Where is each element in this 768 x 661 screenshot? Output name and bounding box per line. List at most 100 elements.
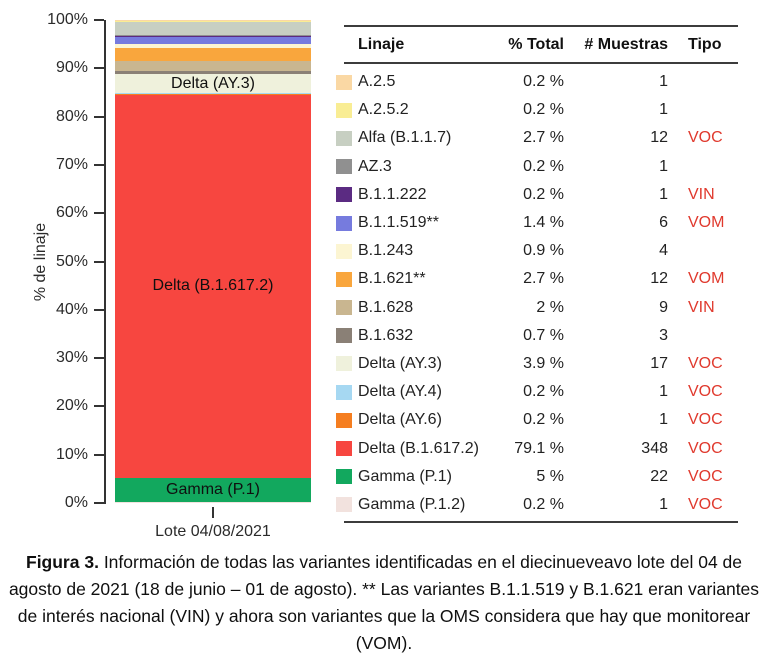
cell-linaje: Delta (AY.3) [358, 354, 442, 372]
cell-pct-total: 0.2 % [523, 101, 564, 119]
bar-segment-b-1-1-519 [115, 36, 311, 44]
bar-segment-b-1-1-222 [115, 35, 311, 37]
bar-segment-delta-ay-4 [115, 92, 311, 94]
x-axis-label: Lote 04/08/2021 [155, 523, 271, 540]
cell-muestras: 1 [659, 411, 668, 429]
bar-segment-b-1-243 [115, 43, 311, 48]
table-row: AZ.3 0.2 % 1 [336, 153, 740, 181]
lineage-color-swatch [336, 243, 352, 259]
y-tick-mark [94, 19, 104, 21]
col-header-linaje: Linaje [358, 35, 405, 53]
cell-muestras: 12 [650, 270, 668, 288]
cell-pct-total: 2.7 % [523, 129, 564, 147]
cell-muestras: 12 [650, 129, 668, 147]
swatch-cell [336, 243, 358, 259]
swatch-cell [336, 215, 358, 231]
table-row: B.1.621** 2.7 % 12 VOM [336, 265, 740, 293]
bar-segment-label: Delta (B.1.617.2) [152, 277, 274, 295]
lineage-color-swatch [336, 271, 352, 287]
swatch-cell [336, 384, 358, 400]
y-tick-mark [94, 308, 104, 311]
cell-pct-total: 0.2 % [523, 73, 564, 91]
cell-muestras: 3 [659, 326, 668, 344]
cell-tipo: VOC [688, 495, 723, 513]
table-row: Gamma (P.1) 5 % 22 VOC [336, 463, 740, 491]
cell-tipo: VOM [688, 214, 725, 232]
col-header-pct-total: % Total [508, 35, 564, 53]
y-tick-label: 60% [55, 204, 88, 222]
cell-linaje: Gamma (P.1.2) [358, 495, 466, 513]
cell-tipo: VOM [688, 270, 725, 288]
cell-tipo: VIN [688, 185, 715, 203]
cell-muestras: 348 [641, 439, 668, 457]
lineage-color-swatch [336, 469, 352, 485]
lineage-color-swatch [336, 441, 352, 457]
cell-linaje: AZ.3 [358, 157, 392, 175]
variant-stacked-bar-chart: % de linaje 100% 90% 80% 70% 60% 50% 40% 30% 20%… [0, 0, 336, 550]
table-body: A.2.5 0.2 % 1 A.2.5.2 0.2 % 1 Alfa (B.1.1.7) 2.… [336, 68, 740, 519]
swatch-cell [336, 328, 358, 344]
cell-muestras: 1 [659, 157, 668, 175]
cell-linaje: B.1.1.519** [358, 214, 439, 232]
table-row: Gamma (P.1.2) 0.2 % 1 VOC [336, 491, 740, 519]
cell-pct-total: 0.7 % [523, 326, 564, 344]
swatch-cell [336, 187, 358, 203]
y-tick-mark [94, 453, 104, 456]
lineage-color-swatch [336, 74, 352, 90]
cell-pct-total: 0.2 % [523, 411, 564, 429]
table-row: Delta (AY.6) 0.2 % 1 VOC [336, 406, 740, 434]
bar-segment-label: Gamma (P.1) [166, 480, 260, 498]
cell-linaje: B.1.243 [358, 242, 414, 260]
col-header-muestras: # Muestras [584, 35, 668, 53]
bar-segment-az-3 [115, 34, 311, 36]
caption-text: Información de todas las variantes ident… [8, 552, 760, 654]
cell-pct-total: 1.4 % [523, 214, 564, 232]
cell-linaje: Delta (AY.4) [358, 383, 442, 401]
cell-linaje: A.2.5.2 [358, 101, 409, 119]
cell-muestras: 22 [650, 467, 668, 485]
cell-muestras: 4 [659, 242, 668, 260]
cell-tipo: VOC [688, 129, 723, 147]
cell-tipo: VOC [688, 467, 723, 485]
cell-muestras: 17 [650, 354, 668, 372]
lineage-color-swatch [336, 300, 352, 316]
cell-muestras: 1 [659, 495, 668, 513]
table-top-rule [344, 25, 738, 27]
lineage-table: Linaje % Total # Muestras Tipo A.2.5 0.2 … [336, 12, 740, 528]
table-header-rule [344, 62, 738, 64]
cell-tipo: VOC [688, 411, 723, 429]
bar-segment-b-1-621 [115, 47, 311, 62]
cell-linaje: Delta (B.1.617.2) [358, 439, 479, 457]
swatch-cell [336, 469, 358, 485]
cell-pct-total: 0.2 % [523, 383, 564, 401]
cell-linaje: A.2.5 [358, 73, 396, 91]
table-row: B.1.632 0.7 % 3 [336, 322, 740, 350]
table-row: B.1.628 2 % 9 VIN [336, 294, 740, 322]
col-header-tipo: Tipo [688, 35, 722, 53]
y-tick-label: 30% [55, 349, 88, 367]
cell-pct-total: 3.9 % [523, 354, 564, 372]
x-axis-tick [212, 507, 214, 518]
bar-segment-label: Delta (AY.3) [171, 74, 255, 92]
lineage-color-swatch [336, 356, 352, 372]
cell-pct-total: 0.2 % [523, 157, 564, 175]
bar-segment-b-1-632 [115, 70, 311, 75]
swatch-cell [336, 497, 358, 513]
lineage-color-swatch [336, 215, 352, 231]
cell-muestras: 1 [659, 101, 668, 119]
table-row: B.1.1.222 0.2 % 1 VIN [336, 181, 740, 209]
cell-tipo: VOC [688, 439, 723, 457]
y-tick-label: 40% [55, 300, 88, 318]
y-tick-mark [94, 405, 104, 408]
lineage-color-swatch [336, 384, 352, 400]
stacked-bar: Delta (AY.3) Delta (B.1.617.2) Gamma (P.1) [115, 20, 311, 503]
swatch-cell [336, 74, 358, 90]
table-row: B.1.243 0.9 % 4 [336, 237, 740, 265]
bar-segment-delta-ay-3: Delta (AY.3) [115, 74, 311, 93]
y-tick-label: 90% [55, 59, 88, 77]
y-tick-label: 100% [47, 11, 88, 28]
cell-pct-total: 2 % [536, 298, 564, 316]
table-row: Alfa (B.1.1.7) 2.7 % 12 VOC [336, 124, 740, 152]
y-tick-mark [94, 67, 104, 70]
